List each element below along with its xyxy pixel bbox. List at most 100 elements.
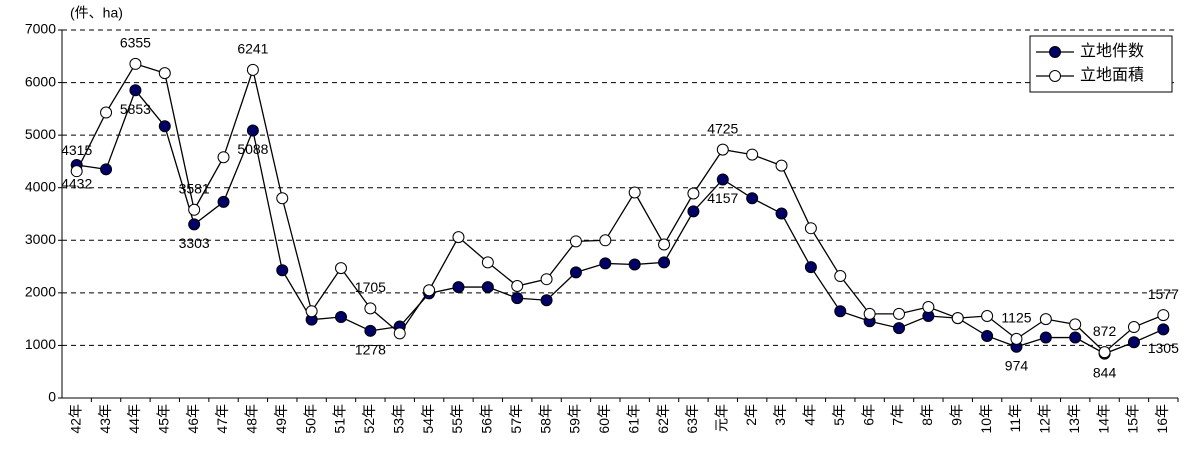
data-point [305, 305, 318, 318]
data-point [716, 143, 729, 156]
data-point [1127, 336, 1140, 349]
x-tick-label: 3年 [772, 404, 788, 426]
data-label: 1577 [1148, 286, 1179, 302]
data-point [1157, 309, 1170, 322]
data-label: 4725 [707, 120, 738, 136]
x-tick-label: 59年 [567, 404, 583, 434]
x-tick-label: 44年 [126, 404, 142, 434]
data-point [716, 173, 729, 186]
x-tick-label: 53年 [390, 404, 406, 434]
data-point [834, 270, 847, 283]
data-label: 3303 [179, 235, 210, 251]
data-point [834, 305, 847, 318]
data-point [511, 292, 524, 305]
x-tick-label: 8年 [919, 404, 935, 426]
data-point [158, 67, 171, 80]
y-tick-label: 3000 [25, 231, 56, 247]
data-point [335, 262, 347, 275]
data-point [276, 264, 289, 277]
data-point [628, 258, 641, 271]
data-label: 6241 [237, 41, 268, 57]
data-point [1039, 313, 1052, 326]
data-label: 4315 [61, 142, 92, 158]
data-point [100, 106, 113, 119]
x-tick-label: 61年 [625, 404, 641, 434]
data-point [746, 192, 759, 205]
data-point [981, 309, 994, 322]
data-label: 1278 [355, 342, 386, 358]
y-tick-label: 1000 [25, 336, 56, 352]
x-tick-label: 46年 [185, 404, 201, 434]
data-point [540, 273, 553, 286]
data-point [1069, 331, 1082, 344]
data-point [100, 163, 113, 176]
data-point [452, 231, 465, 244]
data-point [569, 235, 582, 248]
x-tick-label: 4年 [802, 404, 818, 426]
data-label: 1125 [1001, 310, 1031, 326]
data-point [246, 124, 259, 137]
data-label: 5853 [120, 101, 151, 117]
data-point [1157, 323, 1170, 336]
legend-box [1029, 35, 1173, 93]
data-point [922, 301, 935, 314]
x-tick-label: 56年 [479, 404, 495, 434]
data-point [893, 307, 905, 320]
y-tick-label: 6000 [25, 73, 56, 89]
data-point [276, 192, 289, 205]
y-tick-label: 5000 [25, 126, 56, 142]
series-line [76, 63, 1164, 354]
data-point [746, 148, 759, 161]
x-tick-label: 51年 [332, 404, 348, 434]
data-point [393, 327, 406, 340]
x-tick-label: 14年 [1095, 404, 1111, 434]
data-label: 4157 [707, 190, 738, 206]
legend-marker [1049, 46, 1061, 58]
data-point [335, 311, 347, 324]
x-tick-label: 48年 [244, 404, 260, 434]
x-tick-label: 54年 [420, 404, 436, 434]
x-tick-label: 45年 [155, 404, 171, 434]
data-point [1039, 331, 1052, 344]
x-tick-label: 55年 [449, 404, 465, 434]
data-point [188, 203, 201, 216]
data-point [129, 57, 142, 70]
data-point [804, 222, 817, 235]
data-point [217, 195, 230, 208]
x-tick-label: 元年 [713, 404, 729, 432]
data-point [981, 329, 994, 342]
data-point [129, 84, 142, 97]
legend-marker [1049, 70, 1061, 82]
x-tick-label: 16年 [1154, 404, 1170, 434]
data-point [364, 324, 377, 337]
x-tick-label: 7年 [890, 404, 906, 426]
series-line [76, 89, 1164, 355]
data-point [775, 159, 788, 172]
data-point [687, 187, 700, 200]
legend-label: 立地件数 [1080, 42, 1144, 60]
data-label: 6355 [120, 35, 151, 51]
x-tick-label: 5年 [831, 404, 847, 426]
x-tick-label: 2年 [743, 404, 759, 426]
data-point [599, 234, 612, 247]
x-tick-label: 52年 [361, 404, 377, 434]
data-point [70, 165, 83, 178]
x-tick-label: 12年 [1037, 404, 1053, 434]
data-point [511, 280, 524, 293]
data-label: 1305 [1148, 340, 1179, 356]
data-point [951, 312, 964, 325]
x-tick-label: 43年 [97, 404, 113, 434]
data-point [364, 302, 377, 315]
x-tick-label: 62年 [655, 404, 671, 434]
data-point [1010, 332, 1023, 345]
data-point [599, 257, 612, 270]
x-tick-label: 47年 [214, 404, 230, 434]
y-tick-label: 7000 [25, 21, 56, 37]
data-point [893, 322, 905, 335]
data-point [863, 307, 876, 320]
data-point [481, 256, 494, 269]
x-tick-label: 63年 [684, 404, 700, 434]
data-point [452, 281, 465, 294]
x-tick-label: 11年 [1007, 404, 1023, 433]
